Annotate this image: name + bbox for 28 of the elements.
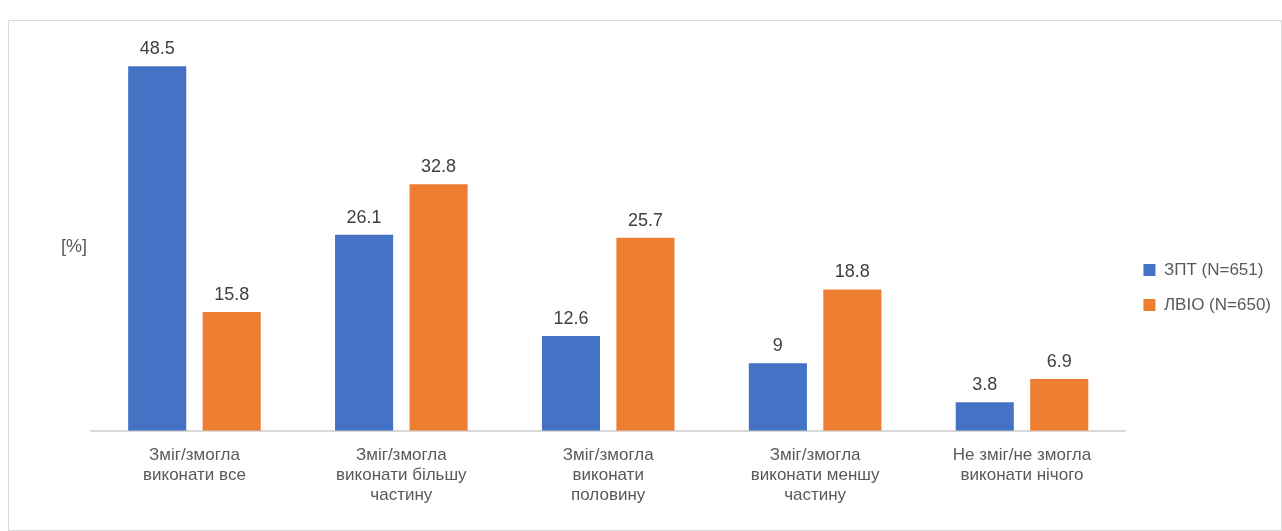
legend-label: ЗПТ (N=651) bbox=[1163, 259, 1264, 279]
x-tick-label: Зміг/змогла виконати меншу частину bbox=[750, 444, 880, 505]
data-label: 32.8 bbox=[421, 156, 457, 177]
bar bbox=[409, 184, 468, 431]
x-tick-label: Зміг/змогла виконати все bbox=[143, 444, 246, 485]
bar bbox=[616, 237, 675, 431]
bar bbox=[202, 312, 261, 431]
bar bbox=[1030, 378, 1089, 431]
bar bbox=[335, 234, 394, 431]
bar bbox=[823, 289, 882, 431]
data-label: 6.9 bbox=[1046, 350, 1072, 371]
x-tick-label: Не зміг/не змогла виконати нічого bbox=[952, 444, 1092, 485]
bar bbox=[541, 336, 601, 431]
data-label: 15.8 bbox=[214, 284, 250, 305]
bar bbox=[955, 402, 1014, 431]
bar bbox=[748, 363, 807, 431]
data-label: 25.7 bbox=[627, 209, 663, 230]
data-label: 26.1 bbox=[346, 206, 382, 227]
bar bbox=[128, 66, 187, 431]
x-tick-label: Зміг/змогла виконати більшу частину bbox=[336, 444, 468, 505]
data-label: 18.8 bbox=[834, 261, 870, 282]
x-tick-label: Зміг/змогла виконати половину bbox=[562, 444, 655, 505]
legend-label: ЛВІО (N=650) bbox=[1163, 294, 1272, 314]
data-label: 48.5 bbox=[139, 38, 175, 59]
data-label: 9 bbox=[772, 335, 783, 356]
data-label: 3.8 bbox=[972, 374, 998, 395]
data-label: 12.6 bbox=[553, 308, 589, 329]
y-axis-title: [%] bbox=[61, 236, 88, 257]
